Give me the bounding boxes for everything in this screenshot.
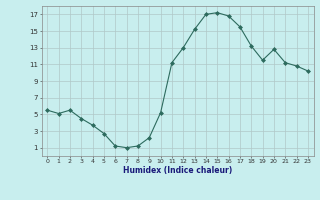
X-axis label: Humidex (Indice chaleur): Humidex (Indice chaleur) bbox=[123, 166, 232, 175]
